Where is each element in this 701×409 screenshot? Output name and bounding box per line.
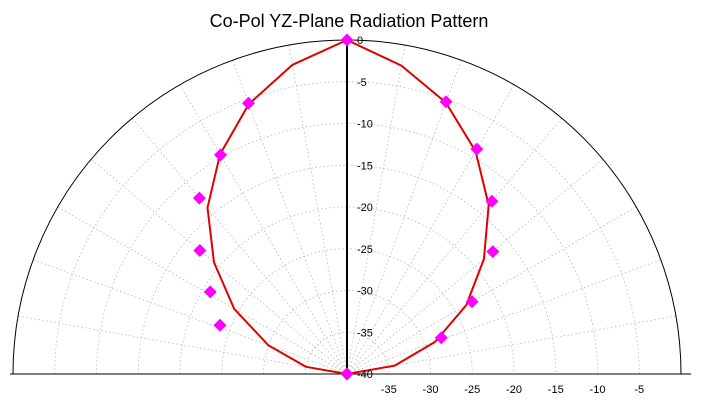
data-marker (434, 331, 448, 345)
grid-spoke (346, 159, 604, 375)
grid-spoke (132, 117, 348, 375)
grid-spoke (346, 117, 562, 375)
data-marker (213, 318, 227, 332)
horizontal-tick-label: -25 (464, 384, 480, 396)
data-marker (192, 191, 206, 205)
data-marker (486, 245, 500, 259)
data-marker (241, 96, 255, 110)
data-marker (470, 142, 484, 156)
chart-title: Co-Pol YZ-Plane Radiation Pattern (210, 11, 489, 31)
horizontal-tick-label: -35 (381, 384, 397, 396)
data-marker (203, 285, 217, 299)
data-marker (340, 33, 354, 47)
grid-spoke (33, 259, 348, 375)
vertical-tick-label: -10 (357, 119, 373, 131)
data-marker (485, 194, 499, 208)
grid-spoke (57, 206, 348, 375)
grid-circle (179, 206, 515, 375)
horizontal-tick-label: -5 (634, 384, 644, 396)
grid-spoke (346, 45, 406, 375)
grid-spoke (346, 259, 661, 375)
data-marker (213, 148, 227, 162)
data-marker (340, 367, 354, 381)
vertical-tick-label: -5 (357, 77, 367, 89)
vertical-tick-label: -15 (357, 160, 373, 172)
pattern-curve (206, 39, 490, 375)
vertical-tick-label: -20 (357, 202, 373, 214)
data-series (192, 33, 500, 381)
grid-circle (137, 164, 557, 375)
vertical-tick-label: -35 (357, 327, 373, 339)
vertical-tick-label: -30 (357, 286, 373, 298)
data-marker (465, 295, 479, 309)
horizontal-tick-label: -20 (506, 384, 522, 396)
grid-spoke (179, 84, 348, 375)
data-marker (439, 95, 453, 109)
horizontal-tick-label: -15 (548, 384, 564, 396)
horizontal-tick-label: -30 (423, 384, 439, 396)
data-marker (193, 244, 207, 258)
vertical-tick-label: -40 (357, 369, 373, 381)
vertical-tick-label: 0 (357, 35, 363, 47)
tick-labels: 0 -5 -10 -15 -20 -25 -30 -35 -40 -35 -30 -25 -20 -15 -… (357, 35, 644, 396)
chart-frame (10, 39, 691, 375)
horizontal-tick-label: -10 (590, 384, 606, 396)
vertical-tick-label: -25 (357, 244, 373, 256)
